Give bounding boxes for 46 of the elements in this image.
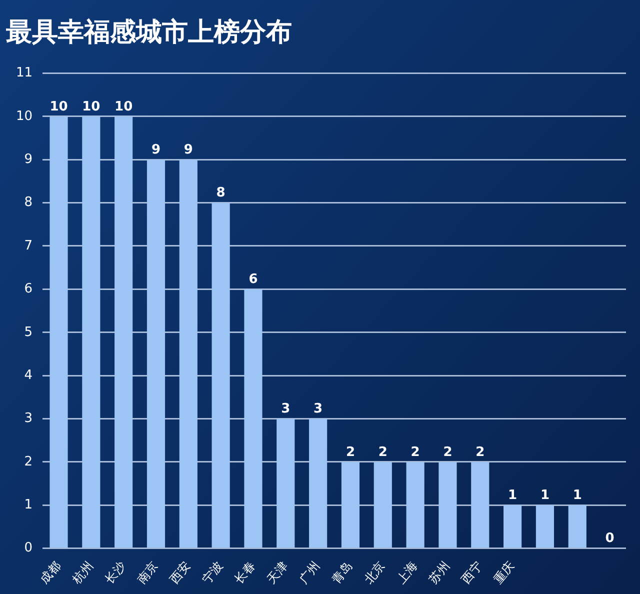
- x-tick-label: 苏州: [426, 558, 452, 586]
- x-tick-label: 北京: [361, 558, 388, 586]
- data-label: 2: [346, 444, 355, 460]
- x-tick-label: 重庆: [491, 558, 518, 586]
- y-tick-label: 4: [24, 368, 33, 383]
- y-tick-label: 10: [16, 108, 33, 124]
- y-tick-label: 9: [24, 152, 33, 167]
- data-label: 6: [248, 272, 258, 288]
- data-label: 9: [184, 142, 193, 158]
- y-tick-label: 11: [16, 66, 33, 81]
- x-tick-label: 杭州: [69, 558, 96, 588]
- y-tick-label: 3: [24, 411, 33, 426]
- y-tick-label: 2: [24, 454, 33, 470]
- data-label: 10: [50, 99, 68, 114]
- data-label: 1: [540, 488, 550, 504]
- x-tick-label: 长沙: [102, 558, 128, 586]
- data-label: 1: [572, 488, 582, 504]
- data-label: 9: [151, 142, 161, 158]
- y-tick-label: 8: [24, 195, 33, 210]
- x-tick-label: 南京: [134, 558, 161, 586]
- x-tick-label: 上海: [394, 558, 420, 586]
- x-tick-label: 宁波: [199, 558, 226, 586]
- data-label: 8: [216, 186, 226, 201]
- data-label: 2: [410, 444, 420, 460]
- x-tick-label: 西宁: [458, 558, 485, 586]
- y-tick-label: 7: [24, 238, 33, 254]
- x-tick-label: 天津: [264, 558, 290, 586]
- data-label: 2: [443, 444, 452, 460]
- x-tick-label: 长春: [232, 558, 258, 586]
- x-tick-label: 青岛: [329, 558, 356, 586]
- data-label: 2: [378, 444, 388, 460]
- y-tick-label: 5: [24, 324, 33, 340]
- x-tick-label: 西安: [166, 558, 194, 586]
- y-tick-label: 1: [24, 498, 33, 513]
- data-label: 10: [82, 99, 100, 114]
- data-label: 2: [476, 444, 485, 460]
- x-tick-label: 成都: [37, 558, 64, 586]
- data-label: 3: [281, 402, 290, 417]
- data-label: 0: [605, 531, 614, 546]
- x-tick-label: 广州: [296, 558, 323, 586]
- data-label: 1: [508, 488, 518, 504]
- y-tick-label: 6: [24, 282, 33, 297]
- data-label: 3: [314, 402, 323, 417]
- chart-title: 最具幸福感城市上榜分布: [5, 17, 292, 48]
- y-tick-label: 0: [24, 540, 33, 556]
- data-label: 10: [114, 99, 133, 114]
